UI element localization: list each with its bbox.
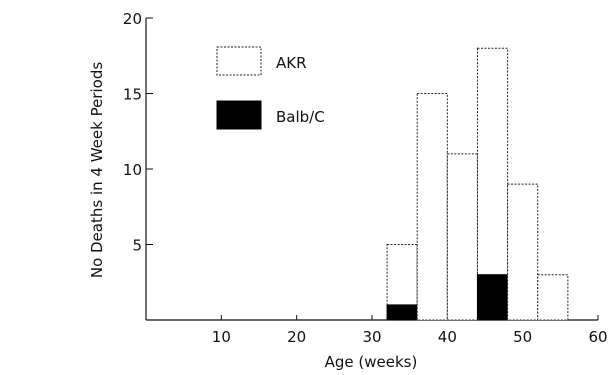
y-axis-label: No Deaths in 4 Week Periods — [88, 62, 106, 278]
bar-akr — [416, 93, 448, 321]
legend-label-akr: AKR — [276, 54, 307, 72]
y-tick-label: 10 — [123, 161, 142, 179]
x-tick-label: 30 — [362, 328, 381, 346]
bar-akr — [446, 153, 478, 321]
legend: AKR Balb/C — [216, 46, 325, 130]
bars — [386, 47, 569, 321]
bar-balbc — [476, 274, 509, 321]
y-tick-label: 20 — [123, 10, 142, 28]
x-tick-label: 60 — [588, 328, 607, 346]
bar-balbc — [386, 304, 418, 321]
x-tick-label: 10 — [212, 328, 231, 346]
axes: 10 20 30 40 50 60 5 10 15 20 — [123, 10, 608, 346]
legend-swatch-balbc — [216, 100, 262, 130]
legend-swatch-akr — [216, 46, 262, 76]
bar-akr — [507, 183, 539, 321]
y-tick-label: 5 — [132, 237, 142, 255]
x-tick-label: 20 — [287, 328, 306, 346]
x-axis-label: Age (weeks) — [325, 353, 418, 371]
x-tick-label: 40 — [438, 328, 457, 346]
bar-akr — [537, 274, 569, 321]
x-tick-label: 50 — [513, 328, 532, 346]
y-tick-label: 15 — [123, 86, 142, 104]
legend-label-balbc: Balb/C — [276, 108, 325, 126]
